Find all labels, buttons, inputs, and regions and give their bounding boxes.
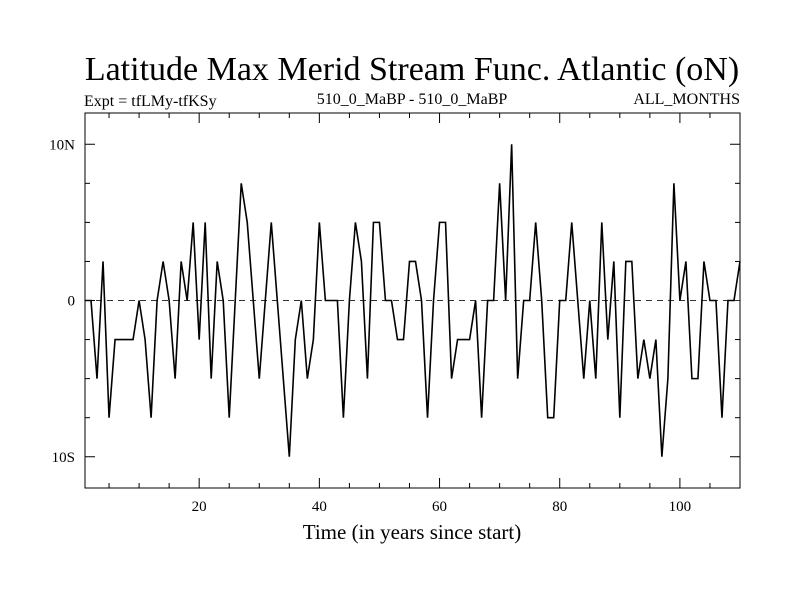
x-tick-label: 100: [669, 499, 692, 515]
x-tick-label: 60: [432, 499, 447, 515]
series-line: [85, 144, 741, 457]
subtitle-period: 510_0_MaBP - 510_0_MaBP: [317, 91, 508, 108]
axis-ticks: [85, 113, 741, 488]
x-axis-label: Time (in years since start): [303, 520, 522, 544]
y-tick-label: 10S: [52, 450, 75, 466]
x-tick-label: 80: [552, 499, 567, 515]
x-tick-label: 20: [192, 499, 207, 515]
plot-frame: [84, 112, 741, 489]
y-tick-label: 10N: [49, 137, 75, 153]
x-tick-label: 40: [312, 499, 327, 515]
subtitle-months: ALL_MONTHS: [633, 91, 740, 108]
chart-title: Latitude Max Merid Stream Func. Atlantic…: [85, 51, 739, 88]
tick-labels: 20 40 60 80 100 10N 0 10S: [49, 137, 691, 515]
subtitle-experiment: Expt = tfLMy-tfKSy: [84, 93, 217, 110]
y-tick-label: 0: [68, 294, 76, 310]
